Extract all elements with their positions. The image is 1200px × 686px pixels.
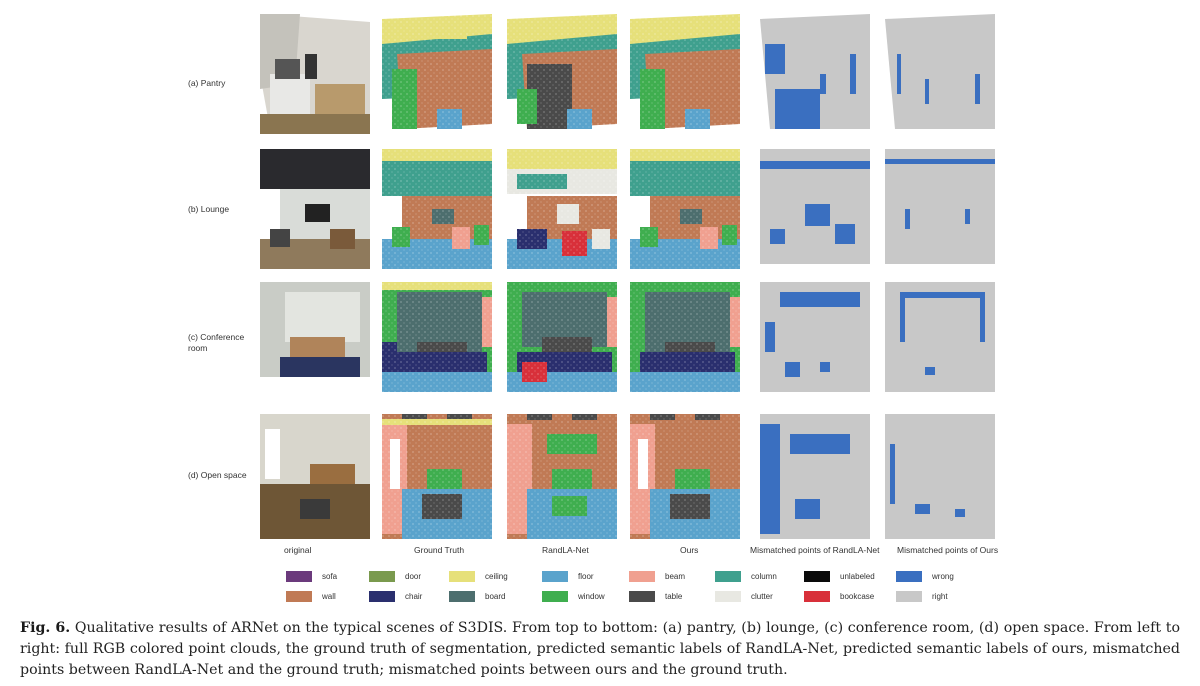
panel-conference-gt <box>382 282 492 402</box>
panel-conference-original <box>260 282 370 402</box>
panel-pantry-randla <box>507 14 617 134</box>
panel-open-space-gt <box>382 414 492 539</box>
panel-open-space-randla <box>507 414 617 539</box>
panel-pantry-mismatch-ours <box>885 14 995 129</box>
legend-label: wrong <box>932 572 954 581</box>
panel-pantry-ours <box>630 14 740 134</box>
panel-open-space-mismatch-randla <box>760 414 870 539</box>
panel-open-space-mismatch-ours <box>885 414 995 539</box>
panel-lounge-mismatch-ours <box>885 149 995 264</box>
panel-conference-mismatch-ours <box>885 282 995 392</box>
legend-label: right <box>932 592 948 601</box>
panel-lounge-original <box>260 149 370 269</box>
row-label-conference-room: (c) Conference room <box>188 332 245 353</box>
legend-swatch <box>449 591 475 602</box>
legend-label: bookcase <box>840 592 875 601</box>
legend-swatch <box>896 591 922 602</box>
panel-open-space-original <box>260 414 370 539</box>
panel-open-space-ours <box>630 414 740 539</box>
legend-label: ceiling <box>485 572 508 581</box>
legend-label: wall <box>322 592 336 601</box>
figure-number: Fig. 6. <box>20 620 71 636</box>
figure-panel-grid <box>260 14 995 539</box>
panel-pantry-mismatch-randla <box>760 14 870 129</box>
legend-swatch <box>449 571 475 582</box>
legend-swatch <box>715 591 741 602</box>
col-label-ours: Ours <box>680 545 699 555</box>
legend-swatch <box>542 571 568 582</box>
legend-label: door <box>405 572 422 581</box>
legend-label: column <box>751 572 777 581</box>
col-label-mismatch-ours: Mismatched points of Ours <box>897 545 999 555</box>
panel-lounge-gt <box>382 149 492 269</box>
legend-label: window <box>578 592 605 601</box>
legend-swatch <box>629 571 655 582</box>
row-label-open-space: (d) Open space <box>188 470 247 480</box>
legend-swatch <box>896 571 922 582</box>
col-label-original: original <box>284 545 312 555</box>
legend-label: floor <box>578 572 594 581</box>
legend-swatch <box>286 591 312 602</box>
panel-lounge-randla <box>507 149 617 269</box>
col-label-ground-truth: Ground Truth <box>414 545 465 555</box>
legend-label: sofa <box>322 572 338 581</box>
legend-label: chair <box>405 592 423 601</box>
caption-text: Qualitative results of ARNet on the typi… <box>20 620 1180 678</box>
panel-lounge-mismatch-randla <box>760 149 870 264</box>
legend-label: board <box>485 592 506 601</box>
panel-pantry-gt <box>382 14 492 134</box>
panel-conference-mismatch-randla <box>760 282 870 392</box>
legend-swatch <box>715 571 741 582</box>
figure-caption: Fig. 6. Qualitative results of ARNet on … <box>20 618 1180 681</box>
legend-label: beam <box>665 572 686 581</box>
legend-swatch <box>804 571 830 582</box>
col-label-mismatch-randla: Mismatched points of RandLA-Net <box>750 545 880 555</box>
legend-swatch <box>369 571 395 582</box>
legend-swatch <box>286 571 312 582</box>
legend-swatch <box>542 591 568 602</box>
legend-label: unlabeled <box>840 572 875 581</box>
legend-label: table <box>665 592 683 601</box>
panel-conference-randla <box>507 282 617 402</box>
legend-swatch <box>804 591 830 602</box>
panel-conference-ours <box>630 282 740 402</box>
legend-swatch <box>369 591 395 602</box>
panel-pantry-original <box>260 14 370 134</box>
panel-lounge-ours <box>630 149 740 269</box>
legend-label: clutter <box>751 592 773 601</box>
col-label-randla-net: RandLA-Net <box>542 545 589 555</box>
row-label-pantry: (a) Pantry <box>188 78 226 88</box>
legend-swatch <box>629 591 655 602</box>
row-label-lounge: (b) Lounge <box>188 204 230 214</box>
